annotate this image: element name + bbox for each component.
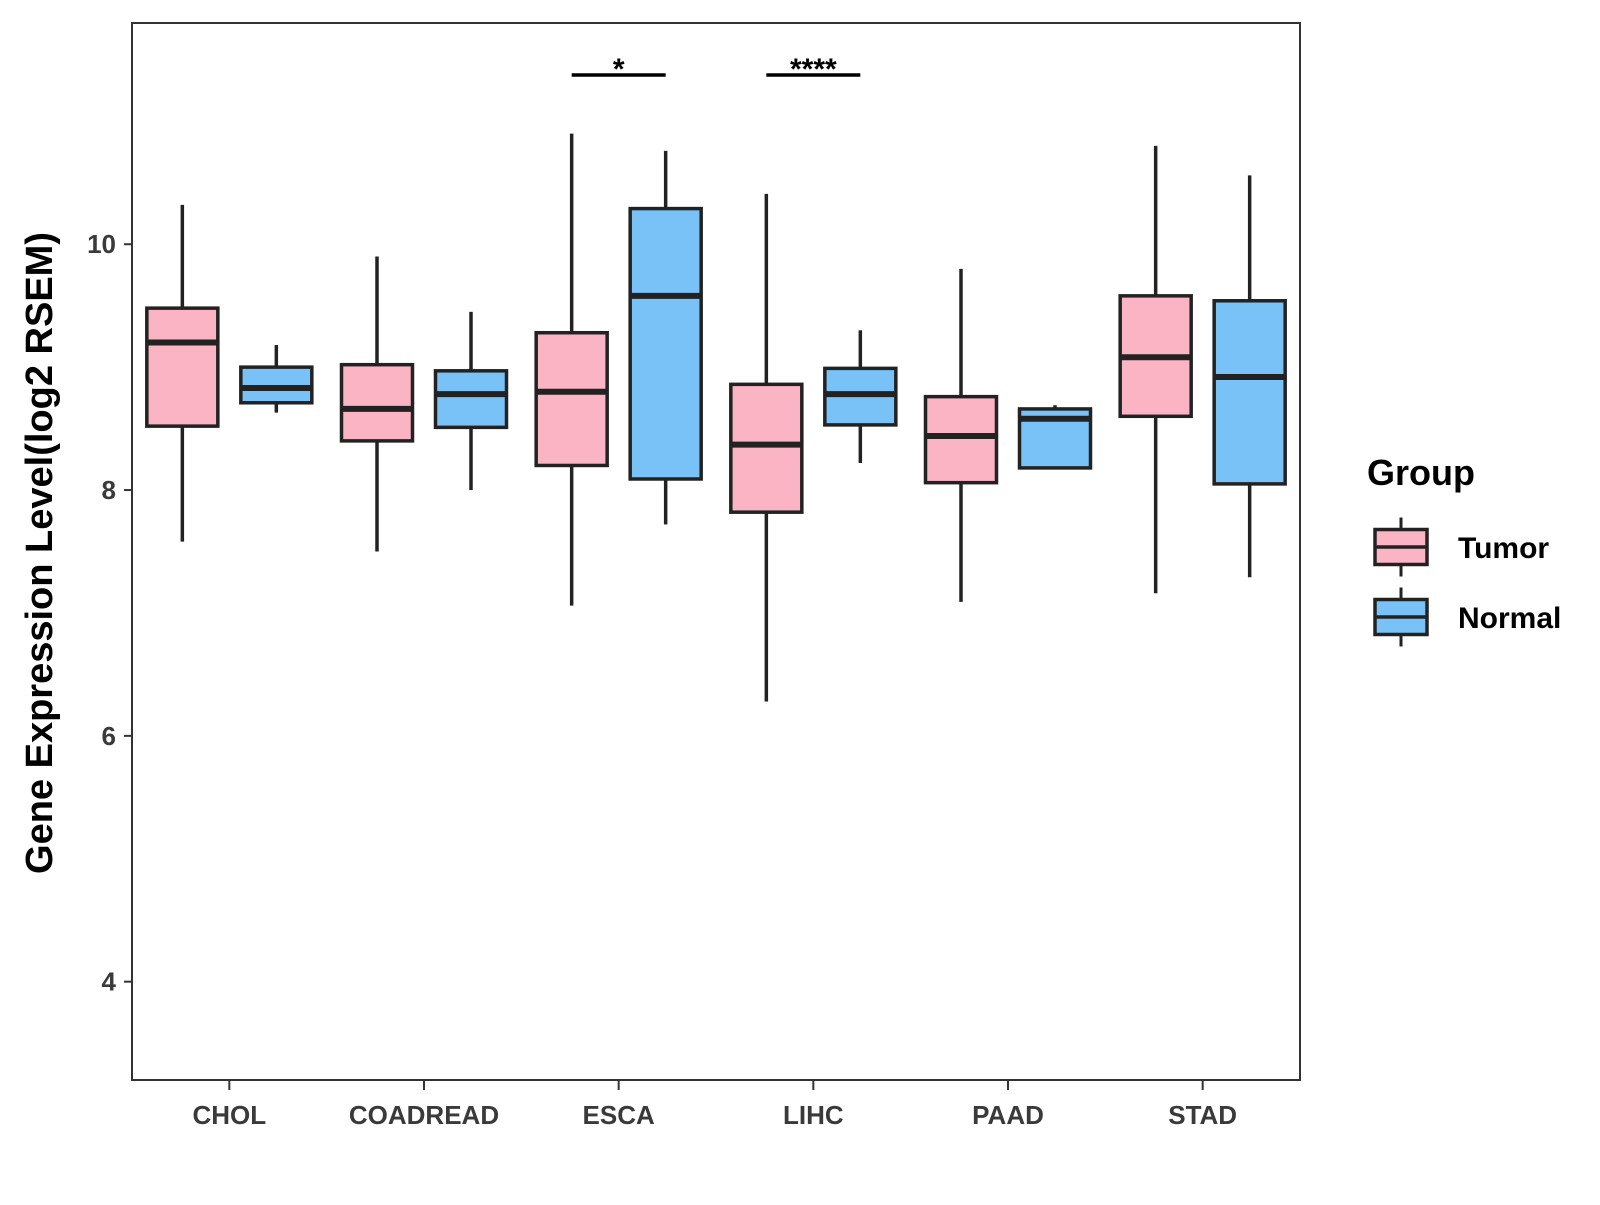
series-normal [239,150,1287,578]
legend-label-tumor: Tumor [1458,532,1549,565]
y-axis: 4 6 8 10 [87,229,132,997]
x-axis: CHOL COADREAD ESCA LIHC PAAD STAD [192,1080,1237,1130]
x-tick-label: LIHC [783,1100,844,1130]
x-tick-label: CHOL [192,1100,266,1130]
significance-annotations: * **** [571,53,861,86]
legend: Group Tumor Normal [1367,452,1561,647]
x-tick-label: ESCA [583,1100,655,1130]
legend-label-normal: Normal [1458,602,1561,635]
box-series [145,133,1287,702]
box-tumor-lihc [729,382,804,514]
box-tumor-coadread [339,362,415,443]
box-normal-esca [628,206,703,481]
box-normal-stad [1212,299,1287,486]
x-tick-label: PAAD [972,1100,1044,1130]
legend-title: Group [1367,452,1475,493]
plot-panel [131,22,1301,1081]
significance-label: **** [790,53,837,86]
box-tumor-esca [534,330,609,468]
y-tick-label: 4 [102,967,117,997]
box-tumor-chol [145,306,220,428]
x-tick-label: COADREAD [349,1100,499,1130]
series-tumor [145,133,1193,702]
y-tick-label: 6 [102,721,116,751]
box-normal-chol [239,365,314,405]
significance-label: * [613,53,625,86]
y-tick-label: 8 [102,475,116,505]
box-tumor-paad [923,394,999,485]
y-tick-label: 10 [87,229,116,259]
x-tick-label: STAD [1168,1100,1237,1130]
box-normal-coadread [433,369,509,430]
y-axis-title: Gene Expression Level(log2 RSEM) [19,232,61,874]
